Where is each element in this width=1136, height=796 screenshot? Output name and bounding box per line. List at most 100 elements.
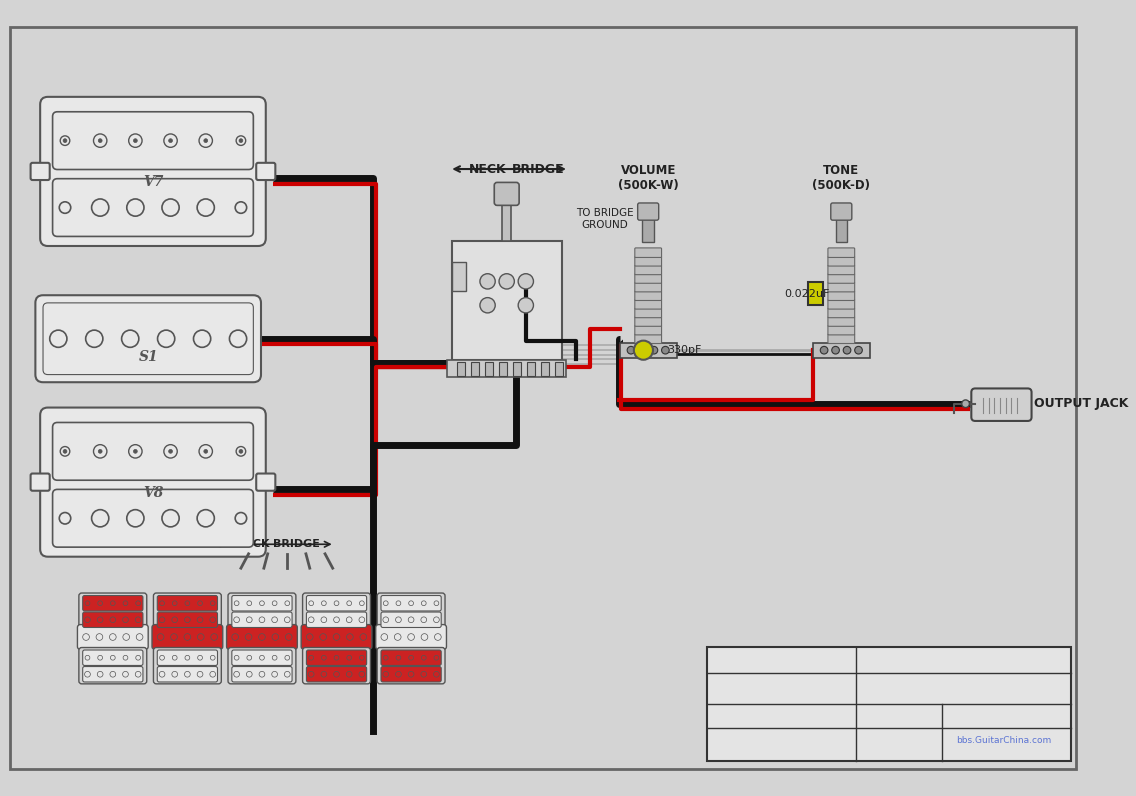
Circle shape [236, 136, 245, 146]
Circle shape [334, 655, 339, 660]
Circle shape [235, 513, 247, 524]
Circle shape [383, 671, 389, 677]
Text: APR. 20
2004: APR. 20 2004 [879, 734, 919, 755]
FancyBboxPatch shape [52, 178, 253, 236]
Circle shape [346, 617, 352, 622]
Circle shape [272, 617, 277, 622]
Circle shape [638, 346, 646, 354]
Circle shape [136, 601, 141, 606]
Circle shape [184, 617, 190, 622]
FancyBboxPatch shape [157, 650, 217, 665]
Circle shape [128, 134, 142, 147]
Circle shape [272, 634, 278, 640]
FancyBboxPatch shape [302, 647, 370, 684]
Circle shape [83, 634, 90, 640]
FancyBboxPatch shape [232, 595, 292, 611]
Circle shape [308, 671, 314, 677]
Text: TO BRIDGE
GROUND: TO BRIDGE GROUND [576, 209, 634, 230]
FancyBboxPatch shape [635, 299, 661, 309]
Circle shape [346, 671, 352, 677]
Text: 0.022uF: 0.022uF [784, 289, 829, 298]
Circle shape [285, 655, 290, 660]
FancyBboxPatch shape [52, 111, 253, 170]
Circle shape [395, 617, 401, 622]
Circle shape [98, 601, 102, 606]
FancyBboxPatch shape [232, 666, 292, 682]
Circle shape [168, 139, 173, 142]
FancyBboxPatch shape [635, 265, 661, 275]
Text: TONE
(500K-D): TONE (500K-D) [812, 165, 870, 193]
FancyBboxPatch shape [83, 612, 143, 627]
Circle shape [210, 617, 216, 622]
Circle shape [60, 136, 69, 146]
Circle shape [93, 445, 107, 458]
FancyBboxPatch shape [828, 291, 854, 300]
Circle shape [198, 671, 203, 677]
Circle shape [259, 655, 265, 660]
FancyBboxPatch shape [157, 595, 217, 611]
Circle shape [173, 601, 177, 606]
Text: V8: V8 [143, 486, 164, 500]
FancyBboxPatch shape [40, 408, 266, 556]
Circle shape [110, 617, 116, 622]
Circle shape [308, 617, 314, 622]
Circle shape [85, 330, 103, 347]
FancyBboxPatch shape [377, 593, 445, 630]
FancyBboxPatch shape [635, 317, 661, 326]
Circle shape [198, 601, 202, 606]
Circle shape [123, 601, 128, 606]
Bar [452, 262, 466, 291]
Circle shape [135, 617, 141, 622]
Circle shape [234, 671, 240, 677]
Circle shape [284, 617, 290, 622]
FancyBboxPatch shape [828, 317, 854, 326]
Circle shape [59, 513, 70, 524]
Circle shape [157, 634, 164, 640]
Circle shape [434, 634, 441, 640]
Text: TITLE: TITLE [762, 654, 800, 666]
Circle shape [203, 450, 208, 453]
FancyBboxPatch shape [302, 593, 370, 630]
FancyBboxPatch shape [635, 326, 661, 335]
FancyBboxPatch shape [828, 248, 854, 257]
FancyBboxPatch shape [828, 299, 854, 309]
Circle shape [123, 655, 128, 660]
Bar [542, 362, 549, 376]
Circle shape [185, 601, 190, 606]
Circle shape [259, 601, 265, 606]
Circle shape [123, 617, 128, 622]
Circle shape [164, 445, 177, 458]
FancyBboxPatch shape [381, 666, 441, 682]
Circle shape [321, 617, 327, 622]
Bar [502, 197, 511, 240]
FancyBboxPatch shape [83, 650, 143, 665]
FancyBboxPatch shape [828, 308, 854, 318]
Circle shape [434, 601, 438, 606]
Circle shape [127, 199, 144, 217]
Circle shape [198, 509, 215, 527]
Circle shape [634, 341, 653, 360]
Circle shape [334, 601, 339, 606]
Circle shape [434, 671, 440, 677]
Circle shape [210, 655, 215, 660]
Text: MODEL: MODEL [938, 654, 987, 666]
Circle shape [284, 671, 290, 677]
Text: OUTPUT JACK: OUTPUT JACK [1035, 397, 1129, 410]
FancyBboxPatch shape [377, 647, 445, 684]
Circle shape [321, 655, 326, 660]
Circle shape [333, 634, 340, 640]
FancyBboxPatch shape [828, 326, 854, 335]
Circle shape [98, 617, 103, 622]
Circle shape [164, 134, 177, 147]
Circle shape [247, 671, 252, 677]
Bar [513, 362, 521, 376]
Circle shape [408, 634, 415, 640]
Circle shape [198, 634, 204, 640]
Text: V7: V7 [143, 175, 164, 189]
FancyBboxPatch shape [232, 650, 292, 665]
Circle shape [395, 671, 401, 677]
Circle shape [159, 617, 165, 622]
Bar [471, 362, 479, 376]
Circle shape [136, 655, 141, 660]
Circle shape [109, 634, 116, 640]
